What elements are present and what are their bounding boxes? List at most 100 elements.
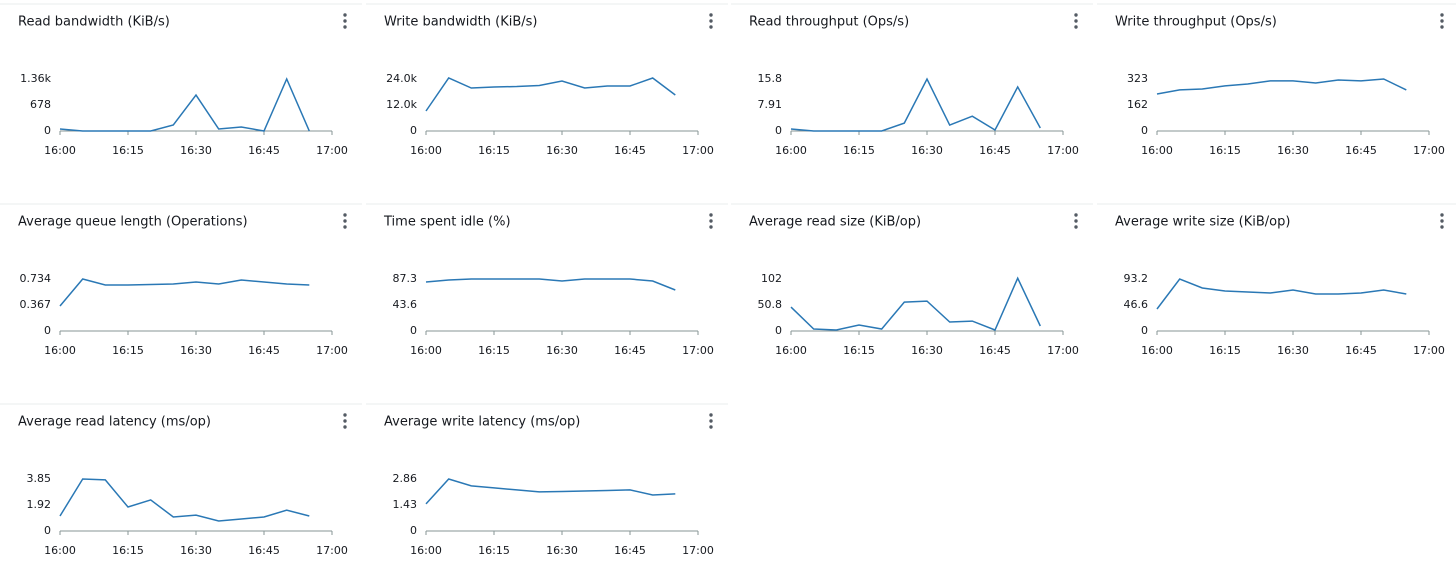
- x-tick-label: 16:45: [979, 144, 1011, 157]
- panel-menu[interactable]: [343, 13, 347, 29]
- y-tick-label: 102: [761, 272, 782, 285]
- x-tick-label: 16:45: [614, 144, 646, 157]
- y-tick-label: 0: [1141, 324, 1148, 337]
- menu-dot: [1440, 219, 1444, 223]
- x-tick-label: 16:15: [1209, 344, 1241, 357]
- menu-dot: [1440, 213, 1444, 217]
- panel-menu[interactable]: [1074, 213, 1078, 229]
- chart-panel: Average read latency (ms/op) 0 1.92 3.85 16:…: [0, 403, 362, 557]
- x-tick-label: 16:00: [410, 344, 442, 357]
- x-tick-label: 16:45: [614, 344, 646, 357]
- menu-dot: [1074, 219, 1078, 223]
- menu-dot: [343, 225, 347, 229]
- x-tick-label: 16:00: [44, 544, 76, 557]
- menu-dot: [1440, 25, 1444, 29]
- data-line: [790, 276, 1041, 331]
- y-tick-label: 43.6: [393, 298, 418, 311]
- x-tick-label: 16:00: [44, 344, 76, 357]
- x-tick-label: 16:00: [410, 144, 442, 157]
- y-tick-label: 7.91: [758, 98, 783, 111]
- x-tick-label: 16:45: [979, 344, 1011, 357]
- data-line: [59, 77, 310, 132]
- menu-dot: [709, 413, 713, 417]
- panel-menu[interactable]: [1440, 13, 1444, 29]
- data-line: [59, 278, 310, 307]
- x-tick-label: 16:15: [843, 144, 875, 157]
- menu-dot: [709, 419, 713, 423]
- data-line: [790, 77, 1041, 132]
- data-line: [425, 77, 676, 112]
- menu-dot: [343, 19, 347, 23]
- x-tick-label: 16:15: [112, 544, 144, 557]
- x-tick-label: 16:00: [775, 344, 807, 357]
- menu-dot: [343, 219, 347, 223]
- chart-title: Time spent idle (%): [383, 215, 511, 230]
- y-tick-label: 93.2: [1124, 272, 1149, 285]
- x-tick-label: 16:45: [248, 344, 280, 357]
- y-tick-label: 0: [44, 124, 51, 137]
- menu-dot: [709, 425, 713, 429]
- x-tick-label: 17:00: [316, 344, 348, 357]
- panel-menu[interactable]: [343, 413, 347, 429]
- x-tick-label: 16:15: [478, 144, 510, 157]
- chart-title: Average write size (KiB/op): [1115, 215, 1290, 230]
- panel-menu[interactable]: [709, 413, 713, 429]
- y-tick-label: 323: [1127, 72, 1148, 85]
- menu-dot: [343, 425, 347, 429]
- x-tick-label: 16:00: [775, 144, 807, 157]
- chart-panel: Write bandwidth (KiB/s) 0 12.0k 24.0k 16:00 1…: [366, 3, 728, 157]
- y-tick-label: 87.3: [393, 272, 418, 285]
- panel-menu[interactable]: [709, 13, 713, 29]
- y-tick-label: 0: [775, 124, 782, 137]
- x-tick-label: 16:30: [546, 144, 578, 157]
- x-tick-label: 17:00: [1413, 344, 1445, 357]
- y-tick-label: 0.734: [20, 272, 52, 285]
- y-tick-label: 0: [775, 324, 782, 337]
- menu-dot: [1440, 19, 1444, 23]
- y-tick-label: 0: [410, 524, 417, 537]
- menu-dot: [709, 219, 713, 223]
- data-line: [59, 478, 310, 522]
- y-tick-label: 3.85: [27, 472, 52, 485]
- chart-title: Average read size (KiB/op): [749, 215, 921, 230]
- y-tick-label: 0: [44, 524, 51, 537]
- x-tick-label: 16:30: [180, 344, 212, 357]
- chart-title: Write throughput (Ops/s): [1115, 15, 1277, 30]
- menu-dot: [1074, 13, 1078, 17]
- y-tick-label: 0: [410, 124, 417, 137]
- x-tick-label: 17:00: [1047, 144, 1079, 157]
- x-tick-label: 16:15: [478, 544, 510, 557]
- x-tick-label: 16:15: [112, 344, 144, 357]
- x-tick-label: 16:15: [478, 344, 510, 357]
- y-tick-label: 50.8: [758, 298, 783, 311]
- panel-menu[interactable]: [343, 213, 347, 229]
- y-tick-label: 15.8: [758, 72, 783, 85]
- y-tick-label: 0: [410, 324, 417, 337]
- x-tick-label: 16:00: [1141, 144, 1173, 157]
- data-line: [425, 478, 676, 505]
- x-tick-label: 17:00: [1413, 144, 1445, 157]
- x-tick-label: 16:00: [1141, 344, 1173, 357]
- x-tick-label: 16:45: [1345, 144, 1377, 157]
- x-tick-label: 17:00: [316, 544, 348, 557]
- x-tick-label: 16:15: [112, 144, 144, 157]
- menu-dot: [343, 213, 347, 217]
- x-tick-label: 17:00: [682, 544, 714, 557]
- x-tick-label: 16:30: [1277, 344, 1309, 357]
- x-tick-label: 16:45: [248, 544, 280, 557]
- x-tick-label: 16:15: [1209, 144, 1241, 157]
- chart-title: Average write latency (ms/op): [384, 415, 580, 430]
- y-tick-label: 0: [44, 324, 51, 337]
- panel-menu[interactable]: [1074, 13, 1078, 29]
- y-tick-label: 12.0k: [386, 98, 417, 111]
- y-tick-label: 0: [1141, 124, 1148, 137]
- panel-menu[interactable]: [709, 213, 713, 229]
- x-tick-label: 16:30: [546, 544, 578, 557]
- x-tick-label: 16:00: [410, 544, 442, 557]
- menu-dot: [709, 13, 713, 17]
- chart-title: Read bandwidth (KiB/s): [18, 15, 170, 30]
- chart-panel: Average queue length (Operations) 0 0.367 0…: [0, 203, 362, 357]
- panel-menu[interactable]: [1440, 213, 1444, 229]
- chart-panel: Average write size (KiB/op) 0 46.6 93.2 16:0…: [1097, 203, 1456, 357]
